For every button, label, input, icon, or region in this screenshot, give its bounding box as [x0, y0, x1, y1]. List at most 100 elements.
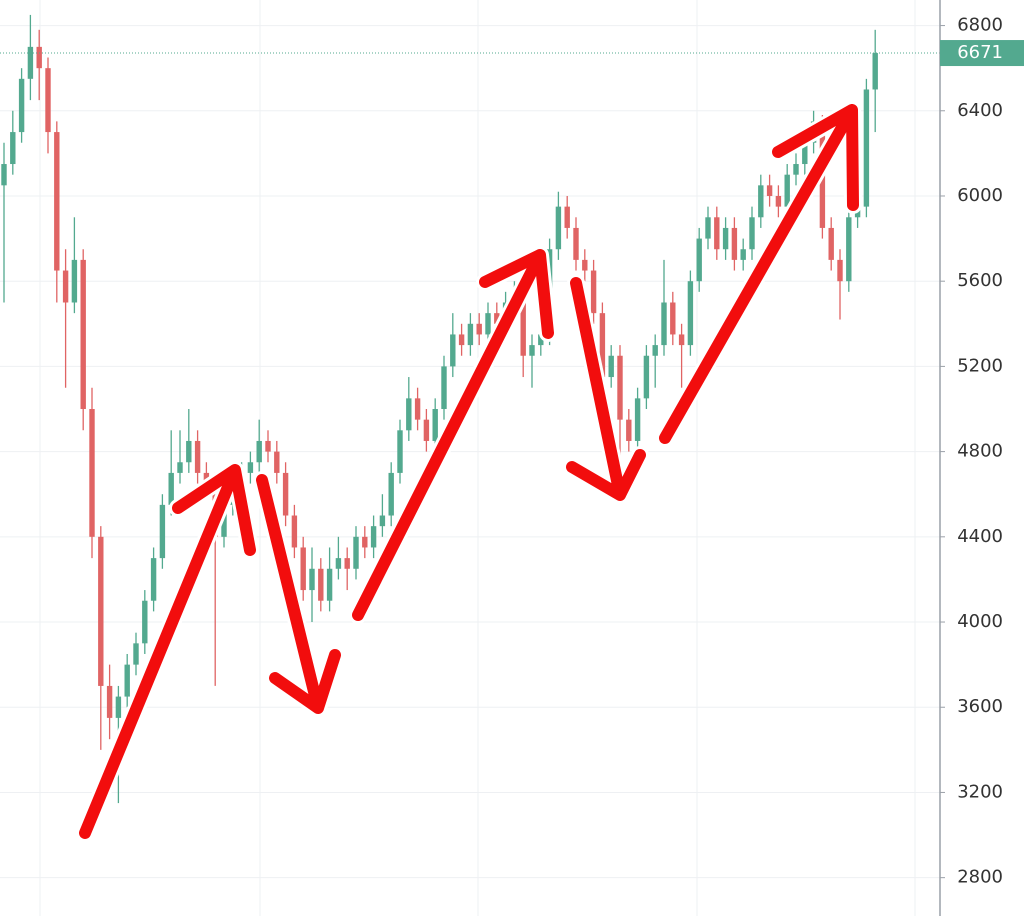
candle-body: [362, 536, 368, 548]
candle-body: [661, 302, 667, 346]
candle-body: [643, 355, 650, 399]
candle-body: [106, 685, 113, 718]
candle-body: [793, 164, 799, 175]
candle-body: [370, 526, 377, 548]
candle-body: [846, 217, 852, 282]
candles: [0, 14, 940, 804]
candle-body: [863, 89, 870, 207]
candle-body: [344, 558, 350, 569]
candle-body: [291, 515, 298, 548]
candle-body: [520, 291, 526, 356]
candle-body: [168, 472, 174, 505]
candle-body: [414, 398, 421, 420]
candle-body: [749, 217, 755, 250]
candle-body: [802, 142, 808, 165]
candle-body: [626, 419, 632, 441]
candle-body: [564, 206, 570, 228]
arrow-down: [256, 474, 341, 714]
candle-body: [458, 334, 465, 346]
candle-body: [124, 664, 130, 697]
candle-body: [573, 227, 579, 260]
candle-body: [828, 227, 834, 260]
candle-body: [318, 568, 324, 601]
candle-body: [18, 78, 25, 133]
y-tick-label: 4800: [957, 441, 1003, 462]
candle-body: [652, 345, 658, 356]
candle-body: [837, 259, 843, 282]
candle-body: [731, 227, 738, 260]
candle-body: [186, 440, 192, 463]
candle-body: [608, 355, 614, 378]
candle-body: [485, 313, 491, 335]
candle-body: [476, 323, 482, 335]
arrow-up: [79, 464, 256, 839]
candle-body: [1, 164, 7, 186]
candle-body: [441, 366, 447, 410]
time-grid: [39, 0, 916, 916]
y-tick-label: 6400: [957, 100, 1003, 121]
candle-body: [599, 313, 606, 378]
candle-body: [388, 472, 394, 516]
candle-body: [177, 462, 183, 473]
candle-body: [300, 547, 306, 591]
candle-body: [379, 515, 386, 527]
arrow-up: [659, 104, 859, 444]
candle-body: [71, 259, 78, 303]
candle-body: [423, 419, 430, 441]
candle-body: [256, 440, 262, 463]
candle-body: [309, 568, 315, 591]
y-tick-label: 4400: [957, 526, 1003, 547]
candle-body: [467, 323, 474, 346]
candle-body: [538, 334, 544, 346]
candle-body: [494, 313, 500, 324]
candle-body: [89, 409, 95, 537]
candle-body: [159, 504, 166, 559]
candle-body: [397, 430, 403, 473]
candle-body: [247, 462, 254, 473]
candle-body: [775, 195, 782, 207]
y-tick-label: 5200: [957, 355, 1003, 376]
candle-body: [590, 270, 597, 314]
candle-body: [555, 206, 562, 250]
arrows: [76, 101, 862, 842]
candle-body: [696, 238, 702, 282]
candle-body: [529, 345, 535, 356]
candle-body: [133, 643, 139, 665]
candle-body: [582, 259, 588, 271]
y-tick-label: 4000: [957, 611, 1003, 632]
candle-body: [687, 281, 694, 346]
candle-body: [722, 227, 729, 250]
y-tick-label: 3200: [957, 781, 1003, 802]
candle-body: [150, 558, 157, 601]
arrow-down: [566, 277, 646, 501]
candle-body: [617, 355, 623, 420]
y-tick-label: 5600: [957, 270, 1003, 291]
last-price-box: [940, 40, 1024, 67]
candle-body: [353, 536, 359, 569]
candle-body: [282, 472, 289, 516]
last-price-label: 6671: [957, 42, 1003, 63]
candle-body: [634, 398, 641, 441]
y-tick-label: 3600: [957, 696, 1003, 717]
y-tick-label: 6800: [957, 15, 1003, 36]
candle-body: [115, 696, 122, 718]
axis-labels: 2800 3200 3600 4000 4400 4800 5200 5600 6000 6400…: [940, 15, 1024, 888]
candle-body: [221, 504, 227, 537]
grid: [0, 25, 940, 879]
candle-body: [872, 53, 878, 90]
candle-body: [450, 334, 456, 367]
candle-body: [670, 302, 676, 335]
candle-body: [335, 558, 342, 569]
candle-body: [740, 249, 746, 260]
candle-body: [194, 440, 201, 473]
candle-body: [678, 334, 685, 346]
candle-body: [27, 46, 34, 79]
candle-body: [54, 132, 60, 271]
candle-body: [714, 217, 720, 250]
y-tick-label: 2800: [957, 867, 1003, 888]
candle-body: [80, 259, 86, 410]
candle-body: [45, 68, 51, 133]
candle-body: [326, 568, 333, 601]
arrow-up: [352, 249, 554, 621]
